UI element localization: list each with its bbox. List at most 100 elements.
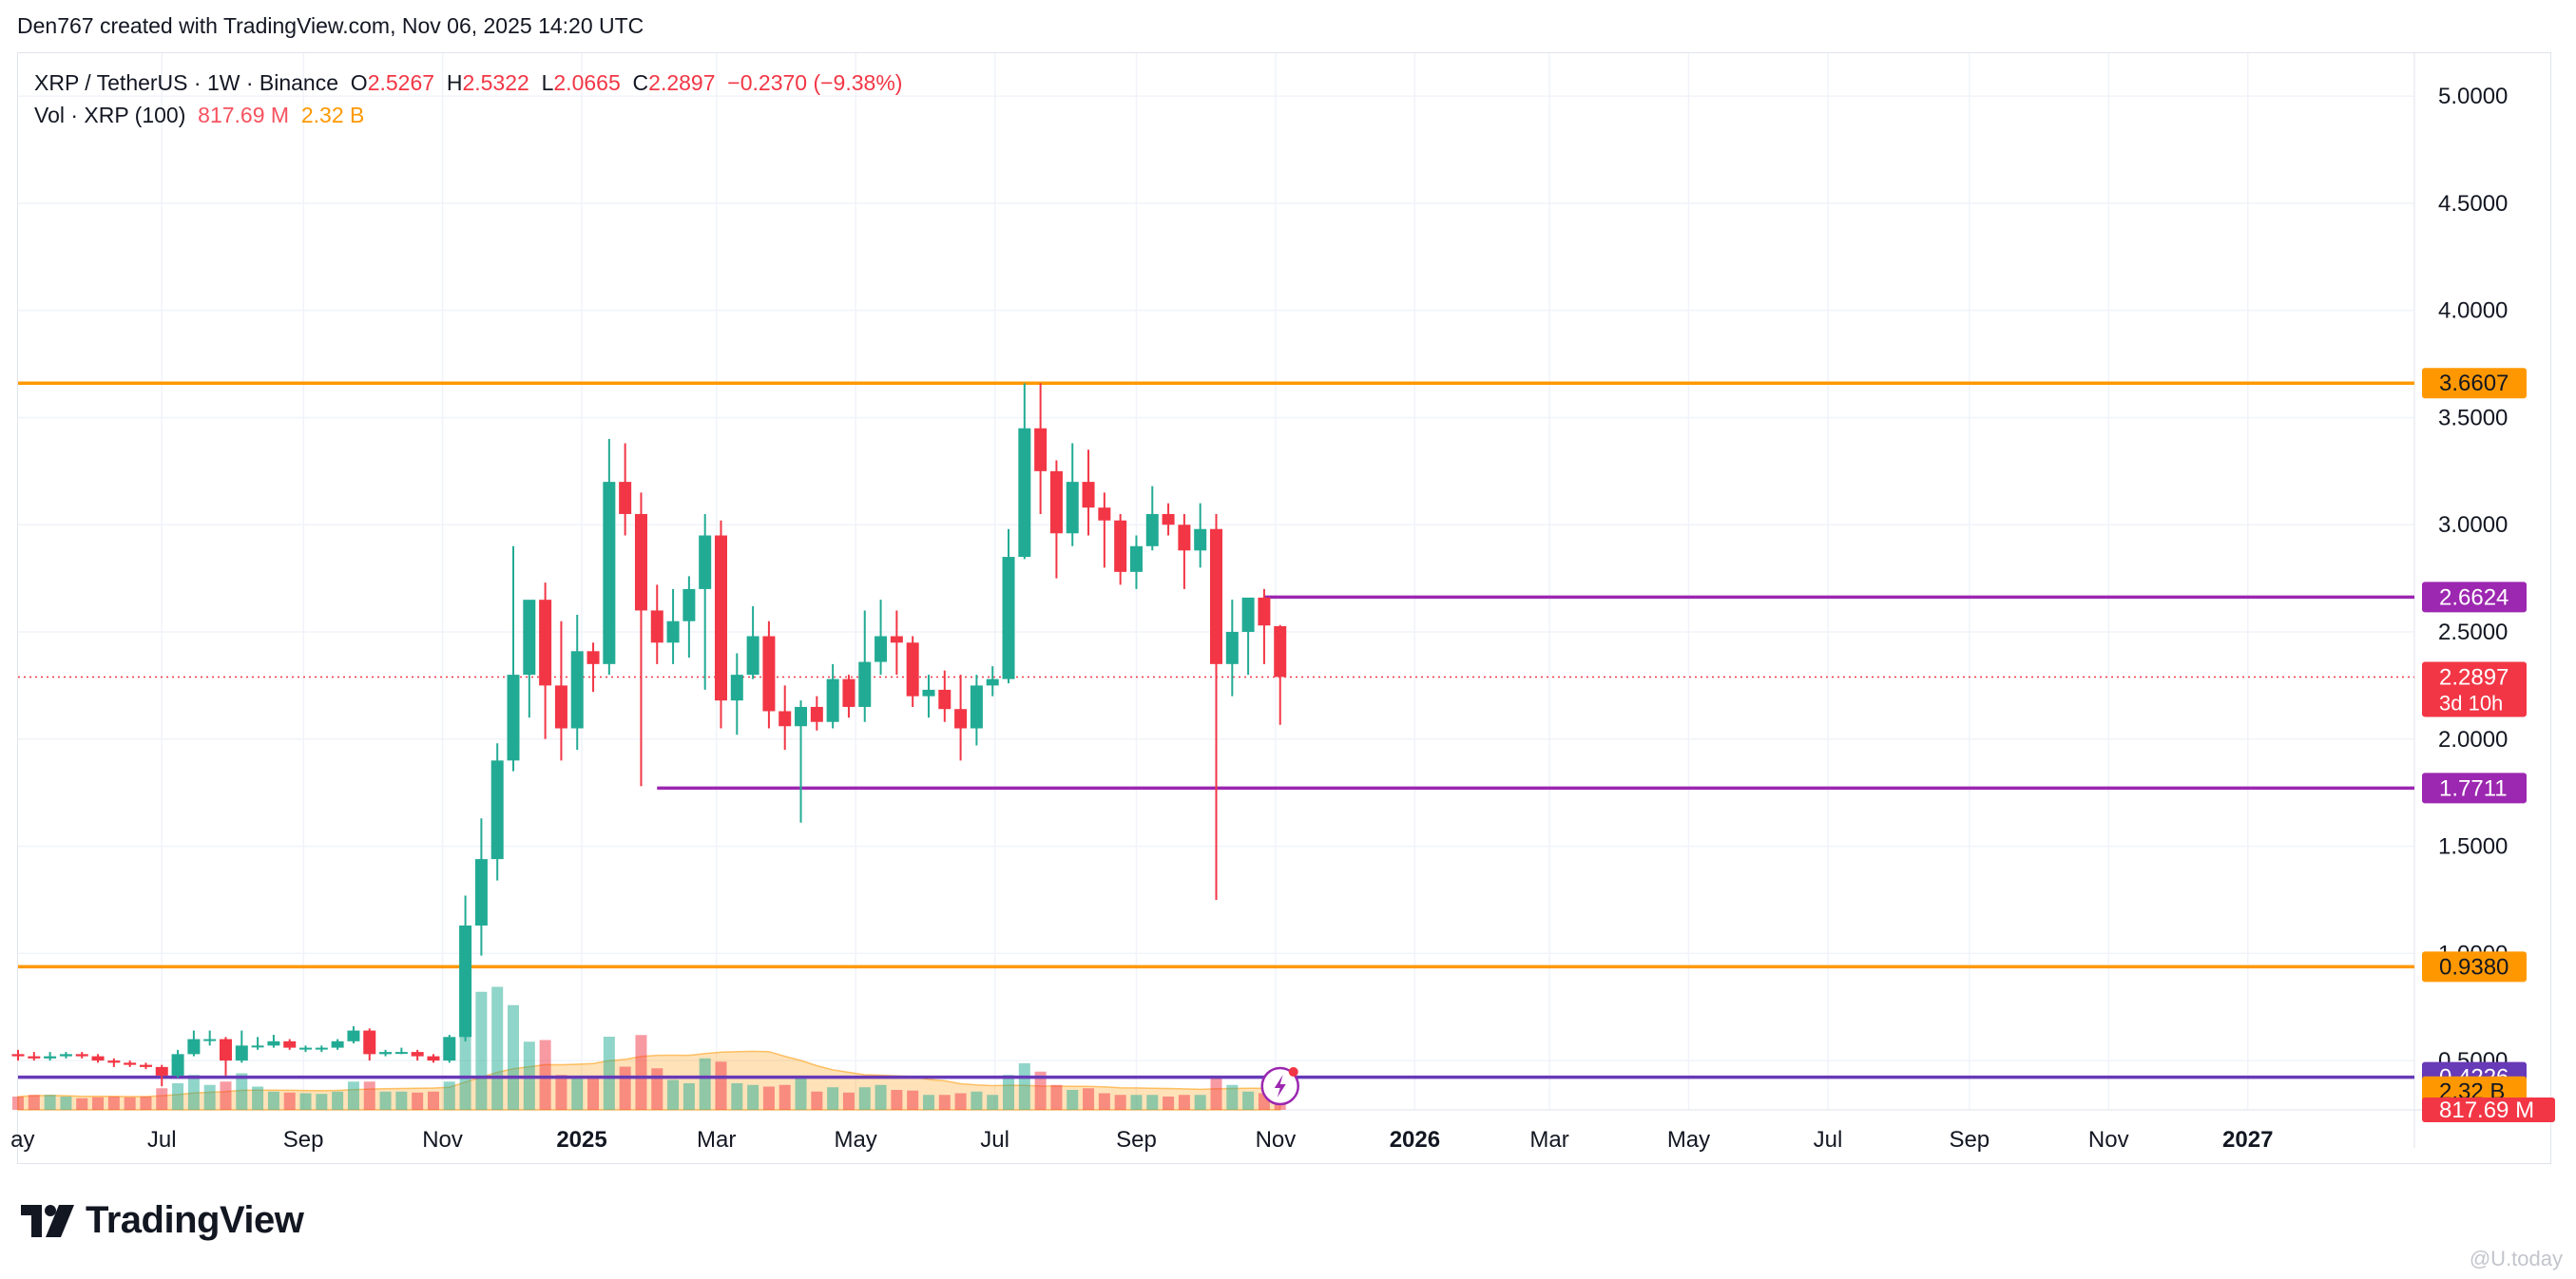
price-axis-tag-label: 1.7711	[2439, 775, 2508, 801]
candle-body	[603, 482, 616, 664]
tradingview-logo[interactable]: TradingView	[21, 1199, 304, 1242]
change-value: −0.2370 (−9.38%)	[727, 70, 903, 95]
last-price-tag-label: 2.2897	[2439, 664, 2509, 690]
volume-value-tag-label: 817.69 M	[2439, 1098, 2534, 1123]
candle-body	[1129, 545, 1143, 572]
y-tick-label: 3.5000	[2438, 405, 2508, 430]
volume-bar	[508, 1004, 520, 1110]
candle-body	[379, 1052, 393, 1055]
candle-body	[682, 588, 696, 621]
candle-body	[1034, 428, 1048, 471]
tradingview-logo-text: TradingView	[86, 1199, 304, 1241]
chart-legend: XRP / TetherUS · 1W · Binance O2.5267 H2…	[34, 67, 902, 131]
price-axis-tag-label: 0.9380	[2439, 954, 2509, 980]
candle-body	[554, 685, 567, 729]
volume-bar	[1210, 1078, 1222, 1110]
candle-body	[124, 1062, 137, 1065]
x-tick-label: Jul	[147, 1127, 177, 1153]
volume-bar	[651, 1068, 663, 1110]
candle-body	[650, 610, 663, 643]
candle-body	[443, 1037, 456, 1061]
x-tick-label: ay	[10, 1127, 34, 1153]
volume-bar	[1130, 1095, 1143, 1110]
volume-bar	[491, 986, 504, 1110]
candle-body	[427, 1056, 440, 1061]
candle-body	[795, 706, 808, 727]
volume-bar	[1194, 1095, 1206, 1110]
volume-bar	[60, 1097, 72, 1110]
volume-bar	[555, 1075, 567, 1110]
x-tick-label: Sep	[1116, 1127, 1157, 1153]
candle-body	[1145, 513, 1159, 546]
volume-bar	[252, 1086, 264, 1110]
chart-frame	[17, 52, 2551, 1164]
low-value: 2.0665	[553, 70, 621, 95]
y-tick-label: 2.5000	[2438, 620, 2508, 645]
candle-body	[1049, 470, 1063, 534]
candle-body	[906, 642, 919, 697]
price-chart[interactable]: 0.50001.00001.50002.00002.50003.00003.50…	[0, 0, 2576, 1178]
candle-body	[363, 1030, 376, 1055]
volume-bar	[187, 1075, 200, 1110]
volume-bar	[603, 1037, 615, 1110]
candle-body	[842, 678, 855, 707]
volume-bar	[715, 1061, 727, 1110]
candle-body	[91, 1056, 105, 1061]
ohlc-row: XRP / TetherUS · 1W · Binance O2.5267 H2…	[34, 67, 902, 99]
x-tick-label: May	[1667, 1127, 1710, 1153]
candle-body	[746, 636, 759, 676]
volume-label[interactable]: Vol · XRP (100)	[34, 103, 186, 127]
candle-body	[539, 600, 552, 686]
symbol-label[interactable]: XRP / TetherUS · 1W · Binance	[34, 70, 339, 95]
volume-bar	[954, 1093, 967, 1110]
y-tick-label: 2.0000	[2438, 727, 2508, 753]
candle-body	[1066, 482, 1079, 534]
candle-body	[1258, 597, 1271, 626]
volume-bar	[12, 1097, 24, 1110]
y-tick-label: 3.0000	[2438, 512, 2508, 538]
candle-body	[1241, 597, 1255, 633]
volume-bar	[427, 1091, 439, 1110]
candle-body	[586, 651, 600, 664]
candle-body	[1194, 528, 1207, 551]
candle-body	[155, 1066, 168, 1076]
candle-body	[890, 636, 903, 643]
countdown-label: 3d 10h	[2439, 691, 2503, 715]
volume-bar	[379, 1091, 392, 1110]
x-tick-label: May	[834, 1127, 876, 1153]
volume-bar	[891, 1090, 903, 1110]
candle-body	[28, 1056, 41, 1059]
candle-body	[714, 535, 727, 701]
volume-bar	[283, 1092, 296, 1110]
candle-body	[187, 1039, 201, 1055]
candle-body	[299, 1047, 313, 1050]
candle-body	[1274, 625, 1287, 678]
last-price-tag	[2422, 661, 2527, 717]
candle-body	[762, 636, 776, 712]
high-label: H	[446, 70, 463, 95]
candle-body	[1098, 507, 1111, 521]
low-label: L	[541, 70, 554, 95]
candle-body	[411, 1052, 424, 1057]
candle-body	[826, 678, 839, 722]
candle-body	[44, 1056, 57, 1059]
candle-body	[619, 482, 632, 514]
candle-body	[474, 859, 488, 926]
volume-bar	[1018, 1063, 1030, 1110]
lightning-bolt-icon	[1274, 1075, 1286, 1098]
volume-bar	[795, 1077, 807, 1110]
volume-bar	[156, 1088, 168, 1110]
volume-bar	[316, 1094, 328, 1110]
volume-bar	[747, 1084, 759, 1110]
volume-bar	[220, 1081, 232, 1110]
candle-body	[171, 1054, 184, 1076]
high-value: 2.5322	[462, 70, 529, 95]
candle-body	[970, 685, 983, 729]
x-tick-label: Sep	[283, 1127, 324, 1153]
close-label: C	[632, 70, 649, 95]
volume-bar	[1146, 1095, 1159, 1110]
y-tick-label: 4.5000	[2438, 191, 2508, 217]
x-tick-label: 2027	[2222, 1127, 2273, 1153]
x-tick-label: Sep	[1949, 1127, 1990, 1153]
price-axis-tag	[2422, 951, 2527, 983]
